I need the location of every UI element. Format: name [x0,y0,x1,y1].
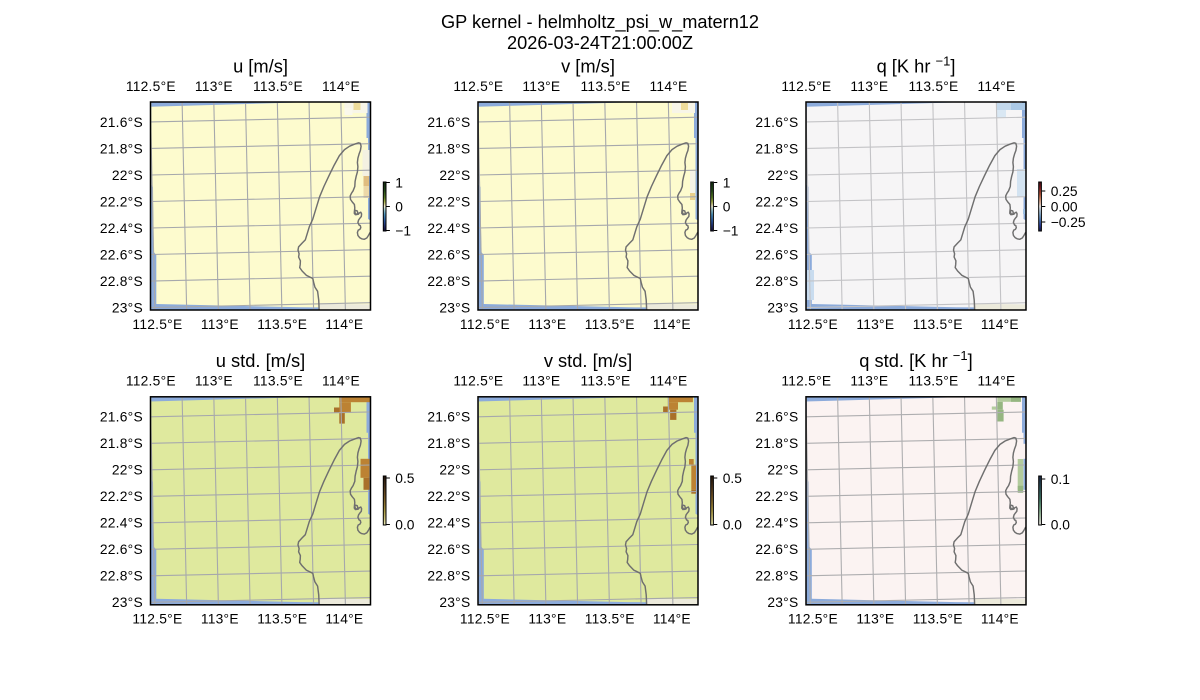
svg-text:q std. [K hr −1]: q std. [K hr −1] [859,348,972,371]
svg-text:0.1: 0.1 [1051,472,1070,487]
svg-text:−1: −1 [723,223,739,238]
svg-text:2026-03-24T21:00:00Z: 2026-03-24T21:00:00Z [507,33,693,53]
svg-text:−1: −1 [395,223,411,238]
svg-text:1: 1 [723,175,731,190]
svg-text:0: 0 [723,199,731,214]
svg-text:v [m/s]: v [m/s] [561,55,615,76]
svg-text:0.5: 0.5 [723,471,743,486]
svg-text:u std. [m/s]: u std. [m/s] [216,350,305,371]
svg-text:0.0: 0.0 [395,517,415,532]
svg-text:1: 1 [395,175,403,190]
svg-text:0.0: 0.0 [723,517,743,532]
svg-text:0.5: 0.5 [395,471,415,486]
svg-text:GP kernel - helmholtz_psi_w_ma: GP kernel - helmholtz_psi_w_matern12 [441,12,759,33]
svg-text:0: 0 [395,199,403,214]
svg-text:0.00: 0.00 [1051,199,1078,214]
svg-text:u [m/s]: u [m/s] [233,55,288,76]
svg-text:0.25: 0.25 [1051,184,1078,199]
svg-text:v std. [m/s]: v std. [m/s] [544,350,632,371]
svg-text:−0.25: −0.25 [1051,215,1086,230]
svg-text:0.0: 0.0 [1051,517,1071,532]
